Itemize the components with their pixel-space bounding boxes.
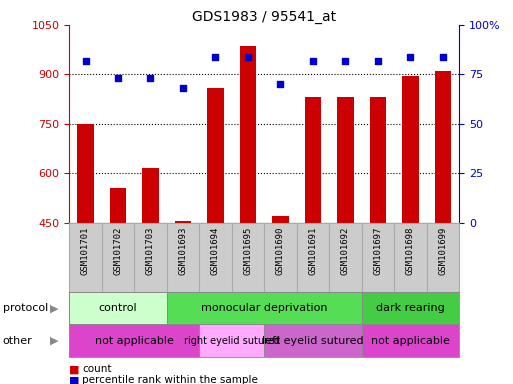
Point <box>406 53 415 60</box>
Text: right eyelid sutured: right eyelid sutured <box>184 336 280 346</box>
Text: GSM101701: GSM101701 <box>81 226 90 275</box>
Text: not applicable: not applicable <box>371 336 450 346</box>
Bar <box>337 98 353 371</box>
Point <box>374 58 382 64</box>
Bar <box>362 292 459 324</box>
Text: ▶: ▶ <box>50 303 58 313</box>
Point <box>309 58 317 64</box>
Bar <box>69 292 167 324</box>
Bar <box>305 98 321 371</box>
Title: GDS1983 / 95541_at: GDS1983 / 95541_at <box>192 10 336 24</box>
Text: GSM101698: GSM101698 <box>406 226 415 275</box>
Text: ▶: ▶ <box>50 336 58 346</box>
Text: GSM101703: GSM101703 <box>146 226 155 275</box>
Point <box>146 75 154 81</box>
Text: percentile rank within the sample: percentile rank within the sample <box>82 375 258 384</box>
Bar <box>69 324 199 357</box>
Point <box>211 53 220 60</box>
Text: other: other <box>3 336 32 346</box>
Text: GSM101693: GSM101693 <box>179 226 187 275</box>
Point <box>114 75 122 81</box>
Point <box>82 58 90 64</box>
Bar <box>402 76 419 371</box>
Bar <box>77 124 93 371</box>
Point <box>244 53 252 60</box>
Point <box>439 53 447 60</box>
Bar <box>435 71 451 371</box>
Bar <box>362 324 459 357</box>
Text: GSM101695: GSM101695 <box>244 226 252 275</box>
Bar <box>199 324 264 357</box>
Bar <box>175 221 191 371</box>
Text: GSM101697: GSM101697 <box>373 226 382 275</box>
Text: GSM101699: GSM101699 <box>439 226 447 275</box>
Point <box>341 58 349 64</box>
Text: left eyelid sutured: left eyelid sutured <box>262 336 364 346</box>
Text: protocol: protocol <box>3 303 48 313</box>
Text: GSM101694: GSM101694 <box>211 226 220 275</box>
Bar <box>207 88 224 371</box>
Text: ■: ■ <box>69 375 80 384</box>
Text: dark rearing: dark rearing <box>376 303 445 313</box>
Bar <box>264 324 362 357</box>
Bar <box>272 216 288 371</box>
Text: GSM101690: GSM101690 <box>276 226 285 275</box>
Text: control: control <box>98 303 137 313</box>
Text: not applicable: not applicable <box>95 336 174 346</box>
Text: count: count <box>82 364 112 374</box>
Point <box>179 85 187 91</box>
Point <box>277 81 285 88</box>
Bar <box>167 292 362 324</box>
Bar <box>370 98 386 371</box>
Text: monocular deprivation: monocular deprivation <box>201 303 327 313</box>
Text: GSM101692: GSM101692 <box>341 226 350 275</box>
Bar <box>110 188 126 371</box>
Text: GSM101702: GSM101702 <box>113 226 123 275</box>
Text: GSM101691: GSM101691 <box>308 226 318 275</box>
Bar <box>142 168 159 371</box>
Bar <box>240 46 256 371</box>
Text: ■: ■ <box>69 364 80 374</box>
